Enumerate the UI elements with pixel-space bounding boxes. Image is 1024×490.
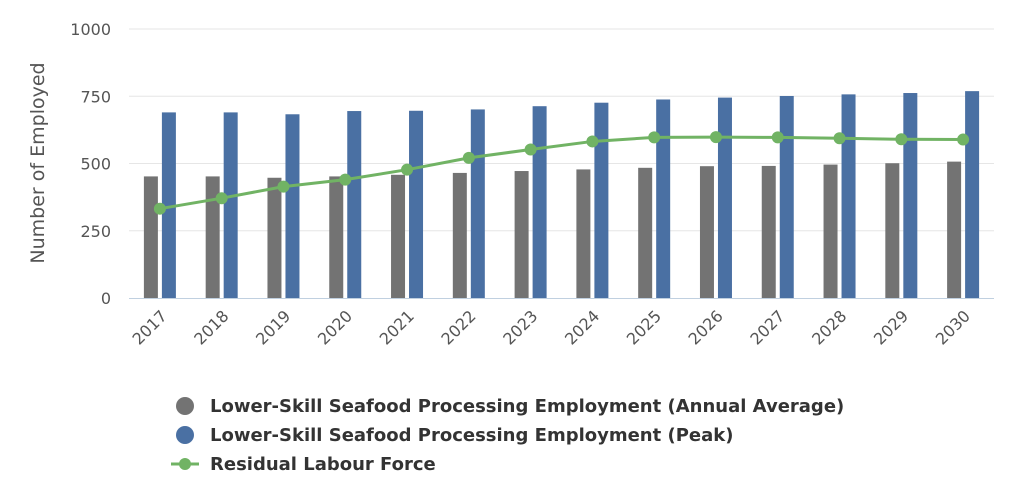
bar-peak xyxy=(409,110,424,298)
line-point xyxy=(401,163,414,176)
legend-item-label[interactable]: Lower-Skill Seafood Processing Employmen… xyxy=(210,396,844,417)
gridlines xyxy=(129,28,994,232)
x-tick-label: 2025 xyxy=(623,306,665,348)
y-tick-label: 1000 xyxy=(70,20,111,39)
x-tick-label: 2017 xyxy=(128,306,170,348)
line-point xyxy=(648,131,661,144)
bar-peak xyxy=(965,91,980,298)
y-axis-label: Number of Employed xyxy=(27,62,49,263)
bar-peak xyxy=(161,112,176,298)
legend-marker xyxy=(179,458,191,470)
bar-peak xyxy=(285,114,300,298)
legend-item-label[interactable]: Lower-Skill Seafood Processing Employmen… xyxy=(210,425,733,446)
bar-annual-average xyxy=(947,161,962,298)
line-point xyxy=(153,202,166,215)
bar-annual-average xyxy=(576,169,591,298)
legend-marker xyxy=(176,397,194,415)
bar-peak xyxy=(779,95,794,298)
bar-peak xyxy=(532,106,547,298)
bar-peak xyxy=(903,93,918,298)
line-point xyxy=(771,131,784,144)
residual-labour-force-line xyxy=(159,135,964,211)
bar-peak xyxy=(223,112,238,298)
bar-peak xyxy=(717,97,732,298)
x-tick-label: 2024 xyxy=(561,306,603,348)
bar-peak xyxy=(470,109,485,298)
x-tick-label: 2019 xyxy=(252,306,294,348)
y-tick-label: 750 xyxy=(80,87,111,106)
bar-annual-average xyxy=(514,171,529,298)
bar-annual-average xyxy=(391,174,406,298)
line-series xyxy=(153,131,970,215)
x-axis-ticks: 2017 2018 2019 2020 2021 2022 2023 2024 2025 2026… xyxy=(128,306,973,348)
x-tick-label: 2020 xyxy=(314,306,356,348)
y-tick-label: 0 xyxy=(101,289,111,308)
bar-annual-average xyxy=(452,172,467,298)
line-point xyxy=(957,133,970,146)
line-point xyxy=(215,192,228,205)
bar-annual-average xyxy=(205,176,220,298)
bar-annual-average xyxy=(823,164,838,298)
x-tick-label: 2018 xyxy=(190,306,232,348)
bar-annual-average xyxy=(143,176,158,298)
line-point xyxy=(709,131,722,144)
y-axis-ticks: 0 250 500 750 1000 xyxy=(70,20,111,308)
bar-peak xyxy=(841,94,856,298)
bar-annual-average xyxy=(761,165,776,298)
bar-annual-average xyxy=(329,176,344,298)
x-tick-label: 2022 xyxy=(437,306,479,348)
line-point xyxy=(833,132,846,145)
line-point xyxy=(524,143,537,156)
bar-annual-average xyxy=(699,166,714,298)
line-point xyxy=(277,180,290,193)
x-tick-label: 2028 xyxy=(808,306,850,348)
x-tick-label: 2030 xyxy=(932,306,974,348)
bar-peak xyxy=(594,102,609,299)
x-tick-label: 2027 xyxy=(746,306,788,348)
bar-peak xyxy=(347,111,362,298)
bar-annual-average xyxy=(885,163,900,298)
x-tick-label: 2026 xyxy=(685,306,727,348)
y-tick-label: 500 xyxy=(80,155,111,174)
x-tick-label: 2023 xyxy=(499,306,541,348)
line-point xyxy=(339,173,352,186)
bar-peak xyxy=(656,99,671,298)
x-tick-label: 2029 xyxy=(870,306,912,348)
bar-annual-average xyxy=(638,167,653,298)
legend: Lower-Skill Seafood Processing Employmen… xyxy=(171,396,844,475)
bars xyxy=(143,91,980,299)
y-tick-label: 250 xyxy=(80,222,111,241)
line-point xyxy=(895,133,908,146)
x-tick-label: 2021 xyxy=(376,306,418,348)
line-point xyxy=(586,135,599,148)
legend-marker xyxy=(176,426,194,444)
bar-annual-average xyxy=(267,177,282,298)
legend-item-label[interactable]: Residual Labour Force xyxy=(210,454,436,475)
line-point xyxy=(462,151,475,164)
